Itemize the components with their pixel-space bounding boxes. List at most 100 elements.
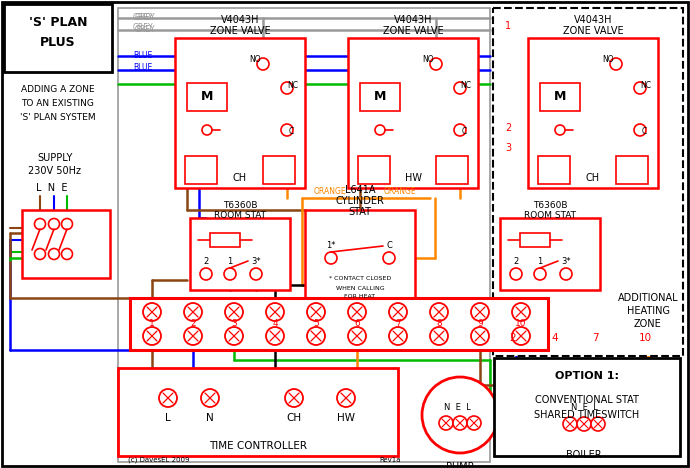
Circle shape — [375, 125, 385, 135]
Text: GREY: GREY — [135, 24, 156, 34]
Circle shape — [430, 58, 442, 70]
Circle shape — [577, 417, 591, 431]
Text: NC: NC — [640, 81, 651, 90]
Circle shape — [34, 219, 46, 229]
Bar — [210, 233, 240, 247]
Text: BLUE: BLUE — [133, 64, 152, 73]
Text: 2: 2 — [190, 320, 196, 329]
Bar — [130, 298, 548, 350]
Text: GREY: GREY — [135, 13, 156, 22]
Circle shape — [266, 327, 284, 345]
Text: 4: 4 — [552, 333, 558, 343]
Circle shape — [439, 416, 453, 430]
Text: NO: NO — [422, 56, 434, 65]
Circle shape — [348, 327, 366, 345]
Circle shape — [159, 389, 177, 407]
Text: BOILER: BOILER — [566, 450, 602, 460]
Text: BLUE: BLUE — [133, 51, 152, 60]
Text: 3*: 3* — [251, 257, 261, 266]
Circle shape — [534, 268, 546, 280]
Text: ORANGE: ORANGE — [384, 188, 416, 197]
Circle shape — [61, 219, 72, 229]
Bar — [520, 233, 550, 247]
Text: 2: 2 — [505, 123, 511, 133]
Text: TIME CONTROLLER: TIME CONTROLLER — [209, 441, 307, 451]
Text: 2: 2 — [510, 333, 516, 343]
Text: 1: 1 — [149, 320, 155, 329]
Text: 10: 10 — [638, 333, 651, 343]
Text: C: C — [462, 127, 466, 137]
Circle shape — [634, 82, 646, 94]
Circle shape — [201, 389, 219, 407]
Circle shape — [454, 124, 466, 136]
Circle shape — [34, 249, 46, 259]
Circle shape — [560, 268, 572, 280]
Circle shape — [285, 389, 303, 407]
Circle shape — [184, 327, 202, 345]
Circle shape — [200, 268, 212, 280]
Circle shape — [555, 125, 565, 135]
Text: CONVENTIONAL STAT: CONVENTIONAL STAT — [535, 395, 639, 405]
Bar — [616, 156, 648, 184]
Text: 7: 7 — [592, 333, 598, 343]
Text: CH: CH — [286, 413, 302, 423]
Bar — [118, 8, 490, 462]
Bar — [190, 218, 290, 290]
Text: NO: NO — [602, 56, 614, 65]
Text: 'S' PLAN SYSTEM: 'S' PLAN SYSTEM — [20, 114, 96, 123]
Circle shape — [143, 303, 161, 321]
Text: PUMP: PUMP — [446, 462, 474, 468]
Bar — [4, 4, 112, 72]
Text: ZONE VALVE: ZONE VALVE — [562, 26, 623, 36]
Text: TO AN EXISTING: TO AN EXISTING — [21, 100, 95, 109]
Bar — [118, 368, 398, 456]
Text: C: C — [642, 127, 647, 137]
Text: ZONE VALVE: ZONE VALVE — [383, 26, 443, 36]
Circle shape — [512, 327, 530, 345]
Circle shape — [563, 417, 577, 431]
Bar — [305, 210, 415, 308]
Text: M: M — [374, 90, 386, 103]
Text: * CONTACT CLOSED: * CONTACT CLOSED — [329, 276, 391, 280]
Bar — [436, 156, 468, 184]
Circle shape — [61, 249, 72, 259]
Circle shape — [591, 417, 605, 431]
Circle shape — [202, 125, 212, 135]
Text: ROOM STAT: ROOM STAT — [214, 212, 266, 220]
Text: 6: 6 — [354, 320, 360, 329]
Text: 3: 3 — [231, 320, 237, 329]
Text: 230V 50Hz: 230V 50Hz — [28, 166, 81, 176]
Circle shape — [225, 303, 243, 321]
Text: PLUS: PLUS — [40, 37, 76, 50]
Text: CH: CH — [233, 173, 247, 183]
Text: 5: 5 — [313, 320, 319, 329]
Circle shape — [467, 416, 481, 430]
Text: N: N — [206, 413, 214, 423]
Bar — [360, 83, 400, 111]
Text: Rev1a: Rev1a — [380, 457, 401, 463]
Text: 2: 2 — [204, 257, 208, 266]
Text: WHEN CALLING: WHEN CALLING — [336, 285, 384, 291]
Circle shape — [383, 252, 395, 264]
Circle shape — [389, 327, 407, 345]
Text: V4043H: V4043H — [221, 15, 259, 25]
Circle shape — [281, 124, 293, 136]
Circle shape — [510, 268, 522, 280]
Circle shape — [266, 303, 284, 321]
Text: N  E  L: N E L — [444, 402, 471, 411]
Bar — [187, 83, 227, 111]
Text: SHARED TIMESWITCH: SHARED TIMESWITCH — [534, 410, 640, 420]
Bar — [540, 83, 580, 111]
Text: FOR HEAT: FOR HEAT — [344, 294, 375, 300]
Text: HW: HW — [337, 413, 355, 423]
Text: GREY: GREY — [133, 13, 154, 22]
Circle shape — [430, 303, 448, 321]
Circle shape — [348, 303, 366, 321]
Circle shape — [184, 303, 202, 321]
Bar — [175, 38, 305, 188]
Text: NO: NO — [249, 56, 261, 65]
Text: GREY: GREY — [133, 23, 154, 32]
Circle shape — [307, 303, 325, 321]
Text: 8: 8 — [436, 320, 442, 329]
Bar — [358, 156, 390, 184]
